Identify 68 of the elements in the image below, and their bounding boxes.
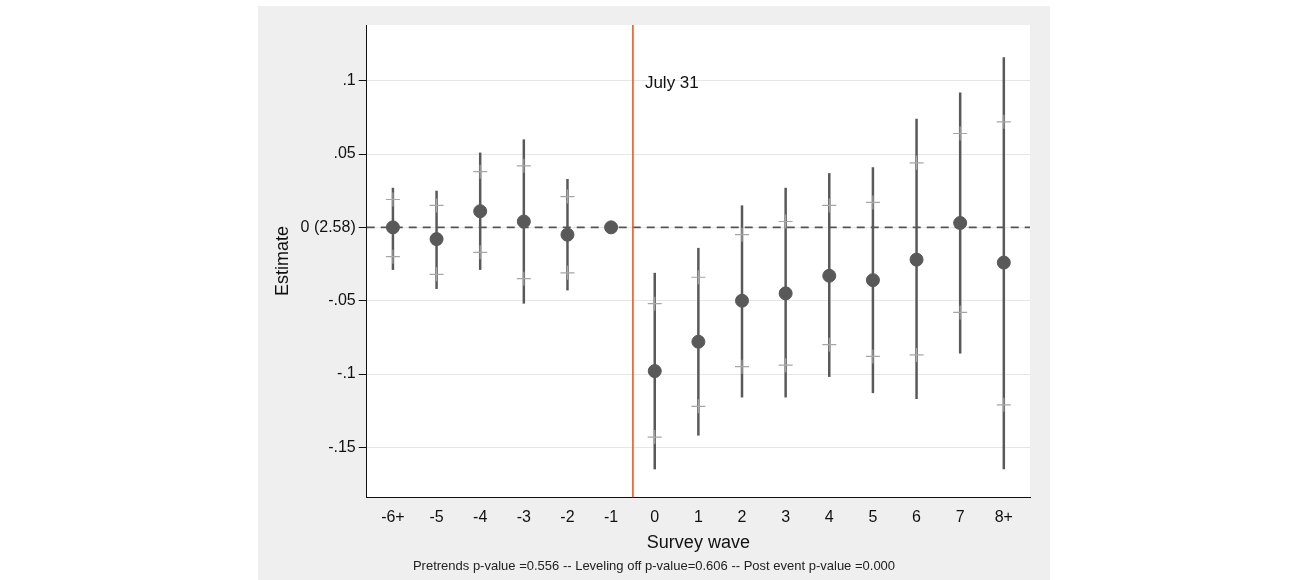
- y-tick-label: 0 (2.58): [300, 217, 356, 235]
- point: [996, 114, 1012, 130]
- y-tick-label: -.1: [337, 364, 356, 382]
- y-tick-label: .05: [333, 144, 356, 162]
- point: [821, 197, 837, 213]
- x-tick-label: -1: [603, 508, 619, 526]
- point: [516, 271, 532, 287]
- x-tick-label: 6: [912, 508, 922, 526]
- point: [734, 359, 750, 375]
- y-tick-label: -.15: [328, 437, 356, 455]
- x-tick-label: 3: [781, 508, 791, 526]
- point: [822, 268, 837, 283]
- x-tick-label: -5: [429, 508, 444, 526]
- point: [691, 334, 706, 349]
- text: Pretrends p-value =0.556 -- Leveling off p-value=0.606 -- Post event p-value =0.000: [411, 558, 897, 573]
- point: [516, 158, 532, 174]
- point: [690, 269, 706, 285]
- point: [778, 357, 794, 373]
- x-tick-label: 2: [737, 508, 747, 526]
- point: [385, 191, 401, 208]
- point: [559, 265, 576, 281]
- point: [865, 273, 880, 288]
- x-tick-label: -2: [560, 508, 575, 526]
- point: [952, 125, 968, 142]
- point: [908, 347, 925, 363]
- x-tick-label: 5: [868, 508, 878, 526]
- y-tick-label: -.05: [328, 291, 356, 309]
- point: [996, 397, 1012, 413]
- y-axis-title: Estimate: [271, 226, 292, 297]
- ref-line-label: July 31: [644, 73, 699, 93]
- x-tick-label: 4: [824, 508, 834, 526]
- point: [473, 204, 488, 219]
- point: [429, 232, 444, 247]
- x-tick-label: 8+: [994, 508, 1013, 526]
- point: [385, 249, 401, 265]
- point: [472, 244, 488, 260]
- y-tick-label: .1: [342, 71, 356, 89]
- point: [516, 214, 531, 229]
- point: [778, 286, 793, 301]
- x-tick-label: 1: [693, 508, 703, 526]
- point: [908, 155, 925, 171]
- point: [996, 255, 1011, 270]
- point: [559, 188, 576, 205]
- point: [690, 398, 706, 414]
- x-tick-label: 0: [650, 508, 660, 526]
- point: [865, 348, 881, 365]
- point: [735, 293, 750, 308]
- point: [952, 304, 968, 321]
- x-tick-label: -3: [516, 508, 532, 526]
- point: [953, 215, 968, 230]
- point: [472, 164, 488, 180]
- point: [428, 266, 445, 282]
- point: [909, 252, 924, 267]
- x-tick-label: 7: [955, 508, 965, 526]
- x-axis-title: Survey wave: [646, 532, 750, 553]
- point: [385, 220, 400, 235]
- point: [647, 364, 662, 379]
- point: [734, 227, 750, 243]
- point: [821, 337, 837, 353]
- x-tick-label: -4: [473, 508, 488, 526]
- point: [865, 194, 881, 211]
- point: [647, 429, 663, 445]
- point: [560, 227, 575, 242]
- point: [428, 197, 445, 213]
- x-tick-label: -6+: [381, 508, 405, 526]
- point: [778, 213, 794, 230]
- point: [647, 296, 663, 312]
- point: [604, 220, 619, 235]
